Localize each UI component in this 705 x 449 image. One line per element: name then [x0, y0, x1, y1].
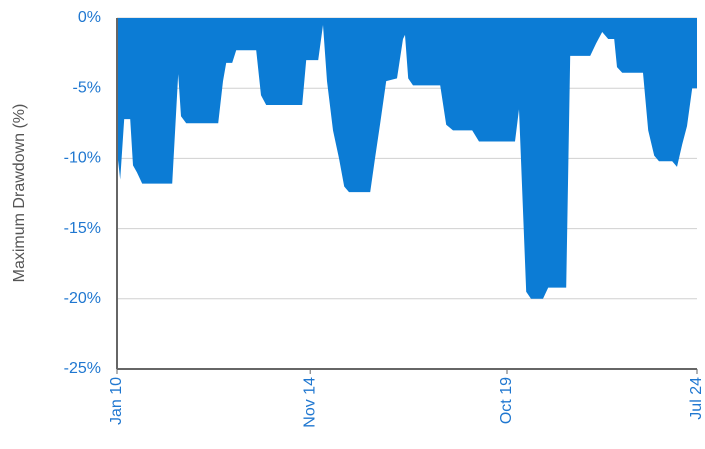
x-tick-label: Nov 14 [301, 377, 318, 428]
area [117, 18, 697, 299]
x-tick-label: Jan 10 [108, 377, 125, 425]
x-tick-label: Oct 19 [498, 377, 515, 424]
y-axis-title: Maximum Drawdown (%) [11, 104, 28, 283]
x-tick-label: Jul 24 [688, 377, 705, 420]
y-tick-label: -20% [64, 290, 101, 307]
y-tick-label: 0% [78, 9, 101, 26]
y-tick-label: -25% [64, 360, 101, 377]
y-tick-label: -5% [73, 79, 101, 96]
y-tick-label: -15% [64, 220, 101, 237]
y-tick-label: -10% [64, 150, 101, 167]
